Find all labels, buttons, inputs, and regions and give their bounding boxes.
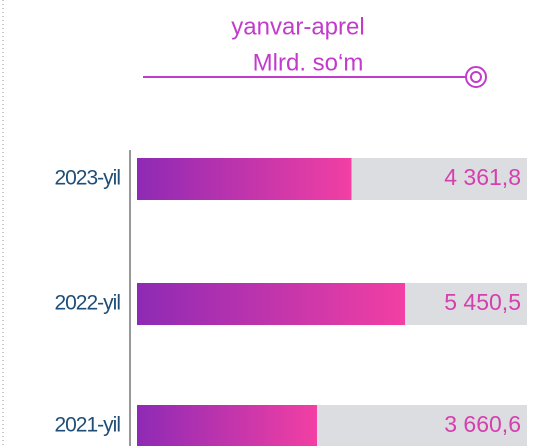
chart-title: yanvar-aprel — [231, 13, 364, 40]
value-label: 3 660,6 — [444, 411, 521, 437]
value-label: 5 450,5 — [444, 289, 521, 315]
chart-subtitle: Mlrd. so‘m — [253, 49, 364, 76]
category-label: 2022-yil — [54, 292, 120, 315]
bar — [137, 158, 352, 200]
value-label: 4 361,8 — [444, 164, 521, 190]
category-label: 2023-yil — [54, 167, 120, 190]
icon-ring — [465, 66, 487, 88]
icon-ring-inner — [470, 71, 482, 83]
bar — [137, 405, 317, 446]
bar — [137, 283, 405, 325]
category-label: 2021-yil — [54, 414, 120, 437]
